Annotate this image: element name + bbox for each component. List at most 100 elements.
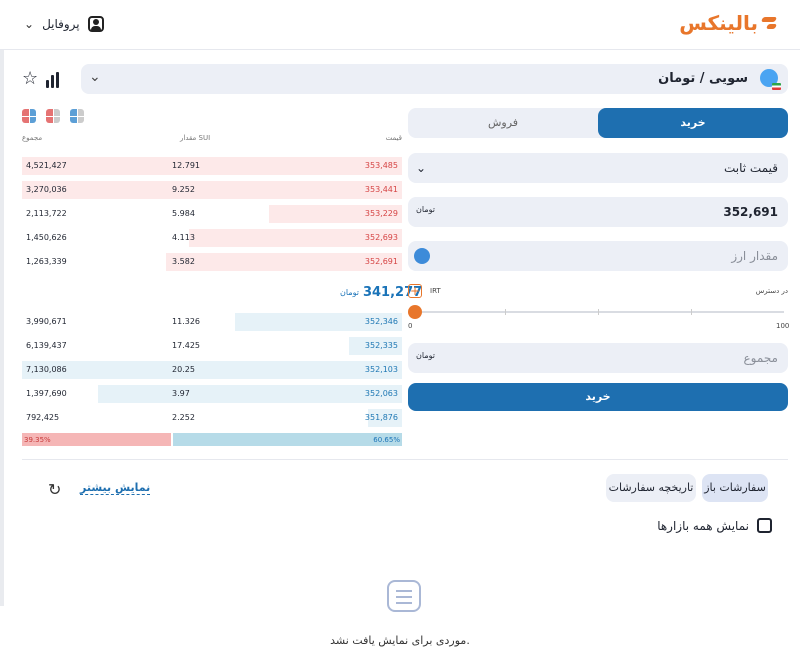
view-asks-icon[interactable] bbox=[46, 109, 60, 123]
ask-amount: 9.252 bbox=[172, 185, 195, 194]
sui-coin-icon bbox=[414, 248, 430, 264]
total-header: مجموع bbox=[22, 134, 43, 142]
slider-tick bbox=[691, 309, 692, 315]
brand-logo[interactable]: بالینکس bbox=[679, 11, 776, 35]
slider-min-label: 0 bbox=[408, 322, 413, 330]
chart-bars-icon[interactable] bbox=[46, 70, 64, 88]
ask-depth-bar bbox=[166, 253, 402, 271]
tab-order-history[interactable]: تاریخچه سفارشات bbox=[606, 474, 696, 502]
slider-thumb[interactable] bbox=[408, 305, 422, 319]
toman-icon: تومان bbox=[340, 288, 359, 297]
section-divider bbox=[22, 459, 788, 460]
amount-input[interactable]: مقدار ارز bbox=[408, 241, 788, 271]
trade-tabs: خرید فروش bbox=[408, 108, 788, 138]
ask-depth-bar bbox=[269, 205, 402, 223]
view-both-icon[interactable] bbox=[22, 109, 36, 123]
buy-ratio: 60.65% bbox=[172, 433, 402, 446]
ask-row[interactable]: 4,521,427 12.791 353,485 bbox=[22, 157, 402, 175]
price-input-value: 352,691 bbox=[723, 205, 778, 219]
refresh-icon[interactable]: ↻ bbox=[48, 480, 62, 499]
bid-amount: 20.25 bbox=[172, 365, 195, 374]
bid-row[interactable]: 1,397,690 3.97 352,063 bbox=[22, 385, 402, 403]
total-placeholder: مجموع bbox=[743, 351, 778, 365]
total-input[interactable]: مجموع تومان bbox=[408, 343, 788, 373]
plus-icon[interactable]: + bbox=[408, 284, 422, 298]
ask-depth-bar bbox=[22, 157, 402, 175]
amount-placeholder: مقدار ارز bbox=[731, 249, 778, 263]
user-icon bbox=[87, 16, 104, 32]
star-icon[interactable]: ☆ bbox=[22, 68, 39, 89]
bid-price: 352,335 bbox=[364, 341, 398, 350]
bid-price: 352,063 bbox=[364, 389, 398, 398]
bid-row[interactable]: 7,130,086 20.25 352,103 bbox=[22, 361, 402, 379]
ask-total: 1,450,626 bbox=[26, 233, 67, 242]
price-header: قیمت bbox=[385, 134, 402, 142]
logo-mark-icon bbox=[762, 17, 776, 29]
amount-slider[interactable] bbox=[408, 305, 788, 319]
top-bar: بالینکس ⌄ پروفایل bbox=[0, 0, 800, 50]
page-edge bbox=[0, 50, 4, 606]
chevron-down-icon: ⌄ bbox=[89, 69, 101, 85]
price-input[interactable]: 352,691 تومان bbox=[408, 197, 788, 227]
order-type-select[interactable]: قیمت ثابت ⌄ bbox=[408, 153, 788, 183]
ask-price: 353,229 bbox=[364, 209, 398, 218]
bid-amount: 11.326 bbox=[172, 317, 200, 326]
amount-header: مقدار SUI bbox=[180, 134, 211, 142]
tab-sell[interactable]: فروش bbox=[487, 116, 519, 129]
slider-tick bbox=[598, 309, 599, 315]
buy-sell-ratio: 39.35% 60.65% bbox=[22, 433, 402, 446]
available-balance: + IRT در دسترس bbox=[408, 284, 788, 298]
bid-price: 351,876 bbox=[364, 413, 398, 422]
ask-total: 2,113,722 bbox=[26, 209, 67, 218]
available-label: در دسترس bbox=[755, 287, 788, 295]
show-more-link[interactable]: نمایش بیشتر bbox=[80, 481, 151, 495]
order-type-value: قیمت ثابت bbox=[723, 161, 778, 175]
bid-amount: 2.252 bbox=[172, 413, 195, 422]
ask-amount: 3.582 bbox=[172, 257, 195, 266]
ask-row[interactable]: 3,270,036 9.252 353,441 bbox=[22, 181, 402, 199]
brand-name: بالینکس bbox=[679, 11, 758, 35]
bid-depth-bar bbox=[98, 385, 402, 403]
submit-buy-button[interactable]: خرید bbox=[408, 383, 788, 411]
bid-depth-bar bbox=[348, 337, 402, 355]
ask-row[interactable]: 1,263,339 3.582 352,691 bbox=[22, 253, 402, 271]
show-all-markets[interactable]: نمایش همه بازارها bbox=[657, 518, 772, 533]
chevron-down-icon: ⌄ bbox=[416, 161, 427, 175]
bid-amount: 17.425 bbox=[172, 341, 200, 350]
tab-open-orders[interactable]: سفارشات باز bbox=[702, 474, 768, 502]
profile-menu[interactable]: ⌄ پروفایل bbox=[24, 16, 104, 32]
bid-total: 792,425 bbox=[26, 413, 60, 422]
ask-amount: 4.113 bbox=[172, 233, 195, 242]
bid-amount: 3.97 bbox=[172, 389, 190, 398]
tab-buy[interactable]: خرید bbox=[598, 108, 788, 138]
bid-total: 3,990,671 bbox=[26, 317, 67, 326]
bid-price: 352,346 bbox=[364, 317, 398, 326]
bid-depth-bar bbox=[367, 409, 402, 427]
toman-icon: تومان bbox=[416, 351, 435, 360]
bid-depth-bar bbox=[234, 313, 402, 331]
show-all-markets-label: نمایش همه بازارها bbox=[657, 518, 749, 533]
bid-depth-bar bbox=[22, 361, 402, 379]
empty-state-text: موردی برای نمایش یافت نشد. bbox=[330, 634, 470, 647]
ask-depth-bar bbox=[189, 229, 402, 247]
ask-total: 4,521,427 bbox=[26, 161, 67, 170]
orderbook-view-switcher bbox=[22, 109, 84, 123]
chevron-down-icon: ⌄ bbox=[24, 17, 35, 31]
market-selector[interactable]: سویی / تومان ⌄ bbox=[81, 64, 788, 94]
bid-row[interactable]: 6,139,437 17.425 352,335 bbox=[22, 337, 402, 355]
bid-total: 7,130,086 bbox=[26, 365, 67, 374]
ask-row[interactable]: 2,113,722 5.984 353,229 bbox=[22, 205, 402, 223]
ask-price: 352,693 bbox=[364, 233, 398, 242]
view-bids-icon[interactable] bbox=[70, 109, 84, 123]
ask-price: 353,485 bbox=[364, 161, 398, 170]
ask-depth-bar bbox=[22, 181, 402, 199]
last-price: تومان 341,277 bbox=[340, 285, 422, 300]
show-all-markets-checkbox[interactable] bbox=[757, 518, 772, 533]
ask-total: 1,263,339 bbox=[26, 257, 67, 266]
ask-amount: 12.791 bbox=[172, 161, 200, 170]
bid-row[interactable]: 3,990,671 11.326 352,346 bbox=[22, 313, 402, 331]
orderbook-header: مجموع مقدار SUI قیمت bbox=[22, 134, 402, 148]
ask-row[interactable]: 1,450,626 4.113 352,693 bbox=[22, 229, 402, 247]
bid-total: 1,397,690 bbox=[26, 389, 67, 398]
bid-row[interactable]: 792,425 2.252 351,876 bbox=[22, 409, 402, 427]
